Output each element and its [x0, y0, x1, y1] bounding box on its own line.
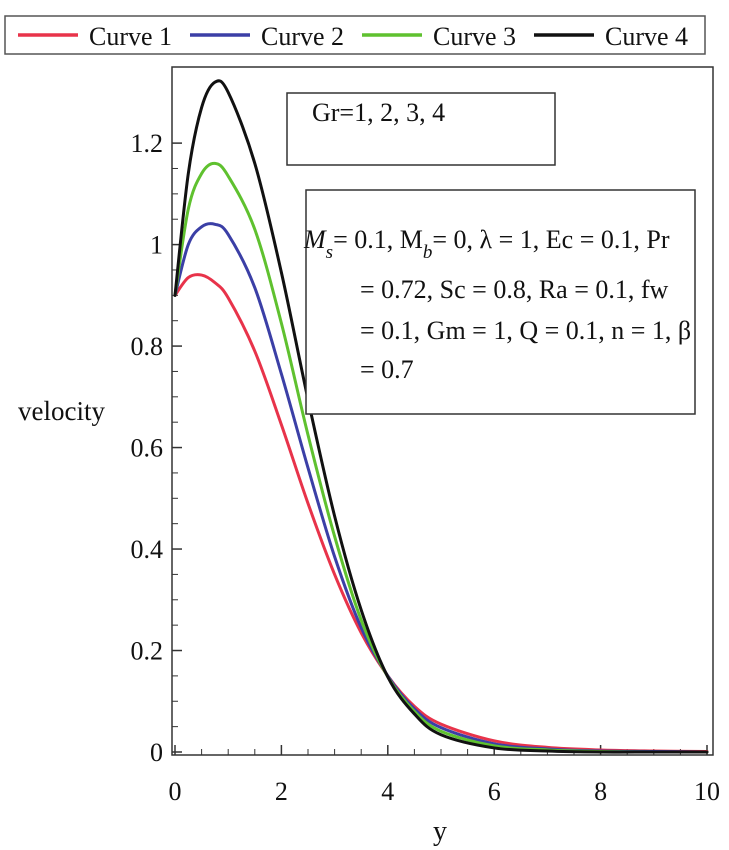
legend-items: Curve 1 Curve 2 Curve 3 Curve 4 — [18, 22, 688, 51]
y-tick-label: 0.2 — [131, 637, 164, 666]
parameters-annotation-box — [305, 189, 696, 415]
params-line-1: Ms= 0.1, Mb= 0, λ = 1, Ec = 0.1, Pr — [303, 225, 670, 263]
y-tick-label: 1.2 — [131, 129, 164, 158]
legend-label-curve-3: Curve 3 — [433, 22, 516, 51]
x-tick-label: 6 — [488, 777, 501, 806]
x-tick-label: 8 — [594, 777, 607, 806]
y-tick-label: 1 — [150, 231, 163, 260]
plot-frame — [171, 66, 714, 756]
x-axis: 0 2 4 6 8 10 — [169, 745, 720, 806]
legend-label-curve-2: Curve 2 — [261, 22, 344, 51]
series-line-curve-1 — [173, 273, 709, 753]
y-tick-label: 0 — [150, 738, 163, 767]
x-tick-label: 4 — [381, 777, 394, 806]
y-tick-label: 0.4 — [131, 535, 164, 564]
y-tick-label: 0.6 — [131, 434, 164, 463]
legend-label-curve-1: Curve 1 — [89, 22, 172, 51]
parameters-annotation: Ms= 0.1, Mb= 0, λ = 1, Ec = 0.1, Pr = 0.… — [303, 189, 696, 415]
legend-label-curve-4: Curve 4 — [605, 22, 688, 51]
params-line-2: = 0.72, Sc = 0.8, Ra = 0.1, fw — [360, 275, 669, 304]
legend: Curve 1 Curve 2 Curve 3 Curve 4 — [4, 15, 706, 55]
params-line-4: = 0.7 — [360, 355, 414, 384]
x-tick-label: 2 — [275, 777, 288, 806]
y-axis-label: velocity — [18, 396, 105, 426]
series-lines — [173, 79, 709, 754]
series-line-curve-4 — [173, 79, 709, 754]
x-tick-label: 0 — [169, 777, 182, 806]
gr-annotation-text: Gr=1, 2, 3, 4 — [312, 98, 445, 127]
gr-annotation-box — [286, 92, 556, 166]
x-tick-label: 10 — [694, 777, 720, 806]
y-tick-label: 0.8 — [131, 332, 164, 361]
params-line-3: = 0.1, Gm = 1, Q = 0.1, n = 1, β — [360, 316, 691, 345]
x-axis-label: y — [433, 816, 447, 847]
y-axis: 0 0.2 0.4 0.6 0.8 1 1.2 — [131, 129, 182, 767]
gr-annotation: Gr=1, 2, 3, 4 — [286, 92, 556, 166]
